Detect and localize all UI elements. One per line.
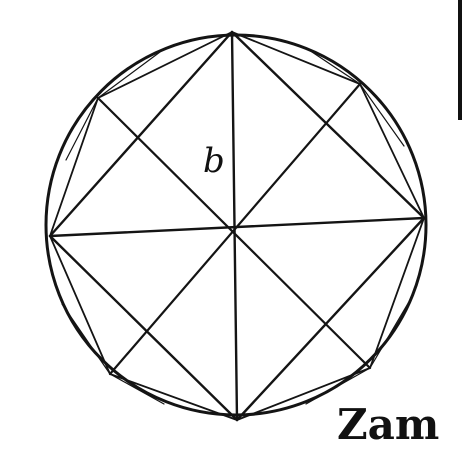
square-edge-bottom-left	[48, 234, 239, 422]
octagon-edge-2	[359, 83, 425, 219]
square-edge-top-right	[230, 30, 426, 220]
octagon-edge-5	[109, 373, 238, 421]
octagon-edge-1	[231, 31, 361, 85]
octagon-edge-7	[49, 97, 99, 237]
octagon-edge-8	[97, 31, 233, 99]
facet-line-7	[109, 373, 165, 405]
octagon-edge-3	[369, 217, 425, 369]
square-edge-bottom-right	[235, 216, 426, 422]
facet-line-3	[305, 47, 361, 85]
facet-line-8	[61, 303, 111, 375]
margin-rule	[458, 0, 462, 120]
facet-line-2	[97, 51, 161, 99]
square-edge-top-left	[48, 30, 234, 238]
octagon-edge-6	[49, 235, 111, 375]
facet-line-1	[65, 97, 99, 161]
catchword: Zam	[337, 400, 440, 449]
octagon-edge-4	[236, 367, 371, 421]
facet-line-6	[305, 367, 371, 405]
facet-line-5	[369, 299, 411, 369]
point-label-b: b	[203, 141, 225, 181]
diagonal-ne-sw	[108, 82, 362, 376]
diagonal-nw-se	[96, 96, 372, 370]
facet-line-4	[359, 83, 405, 147]
